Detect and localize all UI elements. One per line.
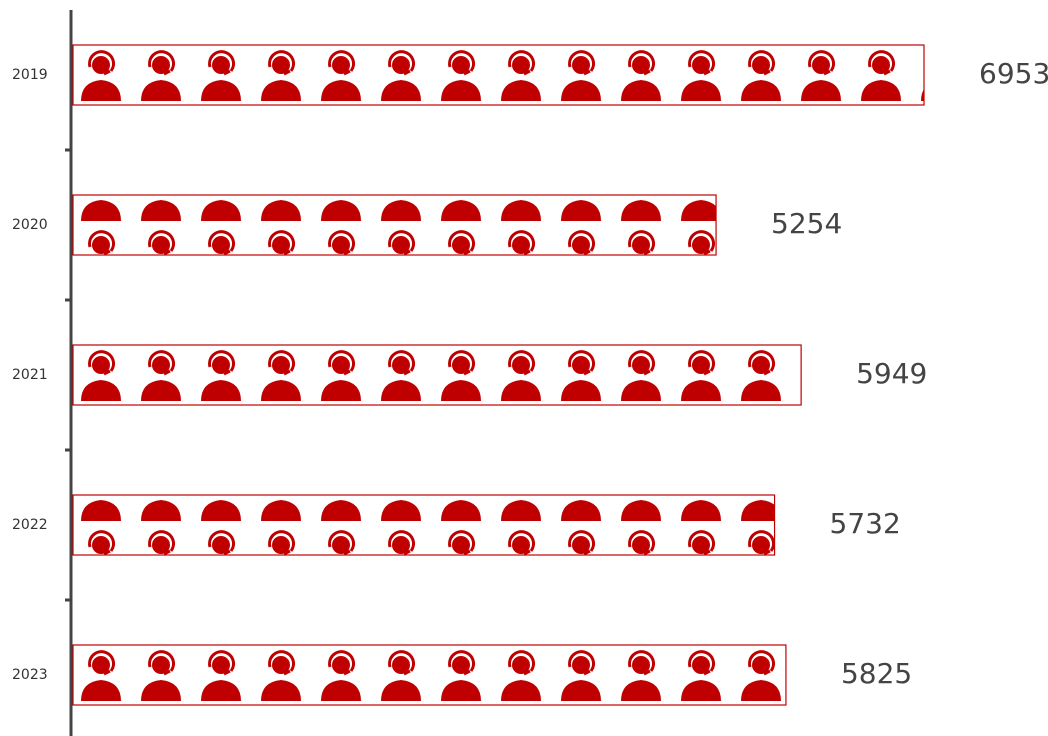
pictograph-bar bbox=[72, 344, 802, 406]
y-tick-label: 2021 bbox=[12, 367, 48, 383]
y-tick-label: 2022 bbox=[12, 517, 48, 533]
pictograph-bar bbox=[72, 194, 717, 256]
axis bbox=[65, 10, 73, 736]
value-label: 5254 bbox=[771, 207, 842, 240]
pictograph-bar bbox=[72, 644, 787, 706]
y-tick-label: 2020 bbox=[12, 217, 48, 233]
value-label: 6953 bbox=[979, 57, 1048, 90]
pictograph-bar bbox=[72, 494, 776, 556]
value-label: 5825 bbox=[841, 657, 912, 690]
pictograph-bar bbox=[72, 44, 925, 106]
value-label: 5949 bbox=[856, 357, 927, 390]
value-label: 5732 bbox=[830, 507, 901, 540]
y-tick-label: 2023 bbox=[12, 667, 48, 683]
y-tick-label: 2019 bbox=[12, 67, 48, 83]
